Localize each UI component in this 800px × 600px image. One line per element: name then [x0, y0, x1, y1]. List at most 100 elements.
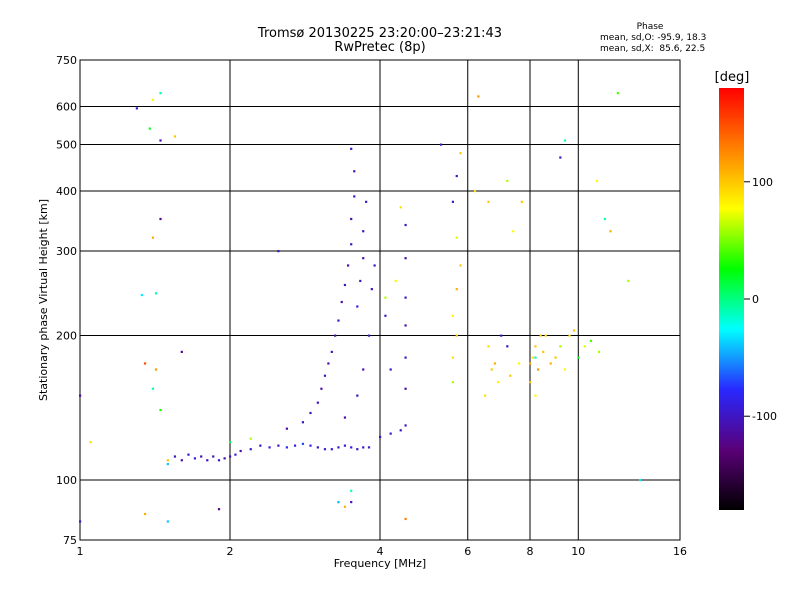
data-point — [148, 127, 151, 130]
phase-o-line: mean, sd,O: -95.9, 18.3 — [600, 33, 707, 43]
data-point — [484, 394, 487, 397]
y-tick-label: 75 — [63, 534, 77, 547]
data-point — [166, 459, 169, 462]
data-point — [334, 334, 337, 337]
data-point — [451, 314, 455, 317]
data-point — [399, 206, 402, 209]
data-point — [373, 264, 376, 267]
data-point — [455, 236, 458, 239]
data-point — [459, 152, 462, 155]
data-point — [239, 449, 242, 453]
y-tick-label: 600 — [56, 101, 77, 114]
data-point — [135, 107, 138, 110]
data-point — [166, 520, 169, 523]
data-point — [151, 236, 155, 239]
data-point — [234, 453, 237, 456]
colorbar-tick-label: 100 — [752, 176, 773, 189]
data-point — [350, 489, 353, 492]
colorbar-tick-label: -100 — [752, 410, 777, 423]
data-point — [330, 350, 333, 353]
data-point — [337, 319, 340, 322]
data-point — [597, 350, 601, 353]
data-point — [79, 394, 82, 397]
data-point — [356, 305, 359, 308]
data-point — [343, 416, 347, 419]
data-point — [359, 279, 362, 283]
data-point — [451, 356, 455, 359]
data-point — [268, 446, 271, 449]
data-point — [356, 394, 359, 397]
data-point — [490, 368, 493, 371]
data-point — [212, 455, 215, 458]
data-point — [154, 368, 158, 371]
data-point — [554, 356, 557, 359]
data-point — [389, 368, 392, 371]
data-point — [583, 345, 586, 348]
data-point — [217, 459, 221, 462]
data-point — [309, 444, 312, 447]
data-point — [404, 324, 407, 327]
data-point — [293, 444, 297, 447]
data-point — [455, 288, 458, 291]
data-point — [517, 362, 521, 365]
data-point — [337, 446, 340, 449]
data-point — [487, 345, 490, 348]
data-points — [79, 92, 642, 523]
data-point — [536, 368, 540, 371]
data-point — [343, 444, 347, 447]
data-point — [404, 387, 407, 390]
data-point — [451, 381, 455, 384]
data-point — [531, 356, 534, 359]
data-point — [362, 230, 365, 233]
data-point — [166, 462, 169, 466]
data-point — [285, 427, 288, 430]
data-point — [79, 520, 82, 523]
data-point — [404, 356, 407, 359]
phase-heading: Phase — [636, 22, 664, 32]
data-point — [154, 292, 158, 295]
colorbar-tick-label: 0 — [752, 293, 759, 306]
data-point — [404, 424, 407, 427]
data-point — [404, 257, 407, 260]
data-point — [365, 200, 368, 203]
data-point — [455, 174, 458, 178]
data-point — [223, 457, 226, 460]
data-point — [439, 143, 443, 146]
data-point — [350, 500, 353, 504]
data-point — [180, 459, 183, 462]
x-tick-label: 8 — [527, 545, 534, 558]
y-axis-label: Stationary phase Virtual Height [km] — [37, 199, 50, 401]
data-point — [639, 479, 642, 482]
data-point — [603, 217, 606, 221]
data-point — [496, 381, 500, 384]
data-point — [159, 92, 162, 95]
data-point — [320, 387, 323, 390]
data-point — [337, 500, 340, 504]
y-tick-label: 400 — [56, 185, 77, 198]
data-point — [512, 230, 515, 233]
data-point — [529, 362, 532, 365]
x-tick-label: 10 — [571, 545, 585, 558]
data-point — [356, 448, 359, 451]
data-point — [529, 381, 532, 384]
data-point — [327, 362, 330, 365]
data-point — [229, 441, 232, 444]
data-point — [350, 217, 353, 221]
x-tick-label: 4 — [377, 545, 384, 558]
data-point — [353, 195, 356, 198]
data-point — [451, 200, 455, 203]
data-point — [180, 350, 183, 353]
data-point — [394, 279, 397, 283]
colorbar-ticks: 100 0 -100 — [744, 176, 777, 423]
data-point — [379, 435, 382, 439]
colorbar-unit-label: [deg] — [715, 70, 750, 85]
data-point — [206, 459, 209, 462]
data-point — [404, 296, 407, 299]
data-point — [140, 293, 143, 297]
data-point — [459, 264, 462, 267]
data-point — [389, 432, 392, 435]
y-tick-label: 200 — [56, 330, 77, 343]
data-point — [353, 170, 356, 173]
x-tick-label: 16 — [673, 545, 687, 558]
chart-subtitle: RwPretec (8p) — [334, 40, 426, 55]
